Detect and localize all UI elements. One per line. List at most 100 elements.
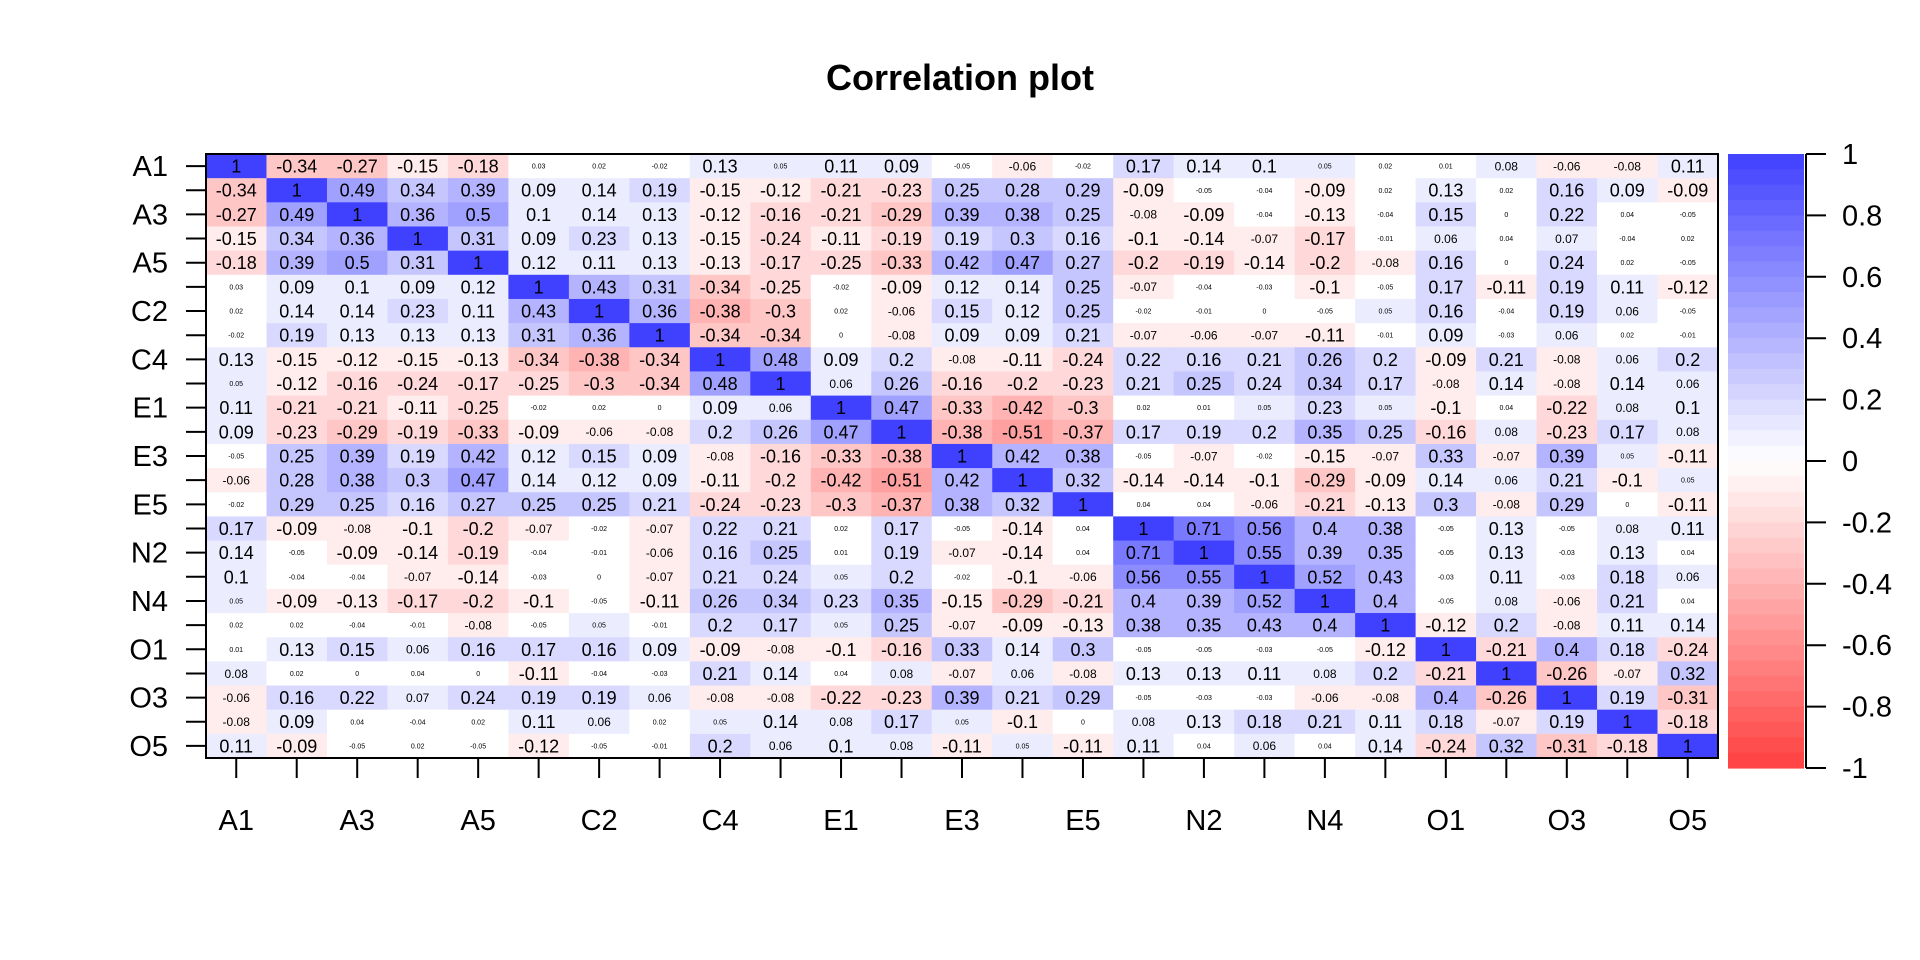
y-tick-label: C4 [131, 344, 168, 376]
heatmap-cell-O4-C1 [508, 709, 570, 735]
heatmap-cell-C1-N3 [1234, 274, 1296, 300]
heatmap-cell-N4-C1 [508, 588, 570, 614]
cell-value-label: 0.22 [340, 688, 375, 708]
cell-value-label: 1 [1441, 640, 1451, 660]
cell-value-label: 0.12 [461, 277, 496, 297]
cell-value-label: 0.26 [884, 374, 919, 394]
heatmap-cell-A4-N2 [1173, 226, 1235, 252]
heatmap-cell-O5-N3 [1234, 733, 1296, 759]
heatmap-cell-O5-C4 [689, 733, 751, 759]
heatmap-cell-O1-O5 [1657, 637, 1719, 662]
heatmap-cell-C4-O1 [1415, 347, 1477, 372]
cell-value-label: 0.3 [405, 471, 430, 491]
cell-value-label: 0.16 [582, 640, 617, 660]
heatmap-cell-O2-N2 [1173, 661, 1235, 687]
heatmap-cell-E1-O3 [1536, 395, 1598, 421]
cell-value-label: 0.06 [1495, 473, 1519, 487]
heatmap-cell-E2-N3 [1234, 419, 1296, 445]
chart-title: Correlation plot [826, 57, 1094, 98]
cell-value-label: -0.42 [1002, 398, 1043, 418]
heatmap-cell-N3-O4 [1597, 564, 1659, 590]
heatmap-cell-C2-O5 [1657, 298, 1719, 324]
heatmap-cell-E4-O3 [1536, 468, 1598, 493]
cell-value-label: 0.38 [1126, 616, 1161, 636]
heatmap-cell-A1-A2 [266, 154, 328, 179]
heatmap-cell-C2-E3 [931, 298, 993, 324]
heatmap-cell-N4-N2 [1173, 588, 1235, 614]
cell-value-label: -0.08 [767, 643, 795, 657]
heatmap-cell-O4-N1 [1113, 709, 1175, 735]
y-tick-label: C2 [131, 296, 168, 328]
heatmap-cell-A1-O3 [1536, 154, 1598, 179]
cell-value-label: 0.39 [279, 253, 314, 273]
cell-value-label: -0.15 [276, 350, 317, 370]
heatmap-cell-O4-C3 [629, 709, 691, 735]
cell-value-label: -0.04 [1377, 212, 1393, 219]
legend-tick-label: 0 [1842, 446, 1858, 478]
heatmap-cell-E3-E4 [992, 443, 1054, 469]
heatmap-cell-O1-C2 [568, 637, 630, 662]
cell-value-label: 0.17 [884, 519, 919, 539]
cell-value-label: -0.33 [821, 446, 862, 466]
heatmap-cell-E4-A3 [326, 468, 388, 493]
cell-value-label: -0.05 [1135, 454, 1151, 461]
heatmap-cell-A2-E4 [992, 178, 1054, 203]
heatmap-cell-O5-C2 [568, 733, 630, 759]
cell-value-label: 0.04 [1681, 598, 1695, 605]
heatmap-cell-N4-A2 [266, 588, 328, 614]
heatmap-cell-O4-C4 [689, 709, 751, 735]
heatmap-cell-E5-C3 [629, 492, 691, 517]
cell-value-label: 0.06 [1676, 377, 1700, 391]
heatmap-cell-N3-A2 [266, 564, 328, 590]
cell-value-label: -0.23 [760, 495, 801, 515]
cell-value-label: 0.19 [944, 229, 979, 249]
cell-value-label: -0.01 [1377, 333, 1393, 340]
heatmap-cell-C5-C1 [508, 371, 570, 397]
cell-value-label: 0.22 [1126, 350, 1161, 370]
x-tick-label: A5 [460, 805, 495, 837]
cell-value-label: 0.47 [884, 398, 919, 418]
heatmap-cell-A1-O1 [1415, 154, 1477, 179]
heatmap-cell-O1-O3 [1536, 637, 1598, 662]
heatmap-cell-O3-A5 [447, 685, 509, 711]
heatmap-cell-C1-A1 [206, 274, 267, 300]
heatmap-cell-N2-C3 [629, 540, 691, 566]
cell-value-label: -0.23 [881, 688, 922, 708]
cell-value-label: -0.06 [1553, 159, 1581, 173]
heatmap-cell-C2-C4 [689, 298, 751, 324]
heatmap-cell-N4-E4 [992, 588, 1054, 614]
cell-value-label: -0.08 [1372, 256, 1400, 270]
cell-value-label: -0.03 [652, 671, 668, 678]
x-axis: A1 A3 A5 C2 C4 E1 E3 E5 N2 N4 O1 O3 O5 [218, 758, 1707, 837]
heatmap-cell-N4-E3 [931, 588, 993, 614]
cell-value-label: -0.33 [941, 398, 982, 418]
cell-value-label: 0.17 [521, 640, 556, 660]
heatmap-cell-E5-O5 [1657, 492, 1719, 517]
heatmap-cell-E1-N4 [1294, 395, 1356, 421]
heatmap-cell-O2-O2 [1476, 661, 1538, 687]
cell-value-label: 0.38 [340, 471, 375, 491]
heatmap-cell-N1-E3 [931, 516, 993, 542]
heatmap-cell-C1-E4 [992, 274, 1054, 300]
heatmap-cell-N3-E4 [992, 564, 1054, 590]
heatmap-cell-E5-N5 [1355, 492, 1417, 517]
heatmap-cell-A5-A5 [447, 250, 509, 276]
x-tick-label: C2 [581, 805, 618, 837]
heatmap-cell-A4-O3 [1536, 226, 1598, 252]
heatmap-cell-O1-N4 [1294, 637, 1356, 662]
cell-value-label: -0.04 [1498, 309, 1514, 316]
cell-value-label: 0.56 [1247, 519, 1282, 539]
heatmap-cell-C3-N4 [1294, 323, 1356, 348]
heatmap-cell-A1-C4 [689, 154, 751, 179]
heatmap-cell-O3-E2 [871, 685, 933, 711]
heatmap-cell-A5-N2 [1173, 250, 1235, 276]
cell-value-label: -0.12 [760, 181, 801, 201]
cell-value-label: 0.43 [1247, 616, 1282, 636]
heatmap-cell-C3-A1 [206, 323, 267, 348]
cell-value-label: 0.13 [703, 157, 738, 177]
heatmap-cell-E5-A4 [387, 492, 449, 517]
cell-value-label: 0.15 [1428, 205, 1463, 225]
cell-value-label: -0.06 [1190, 329, 1218, 343]
cell-value-label: -0.04 [531, 550, 547, 557]
heatmap-cell-O3-O5 [1657, 685, 1719, 711]
